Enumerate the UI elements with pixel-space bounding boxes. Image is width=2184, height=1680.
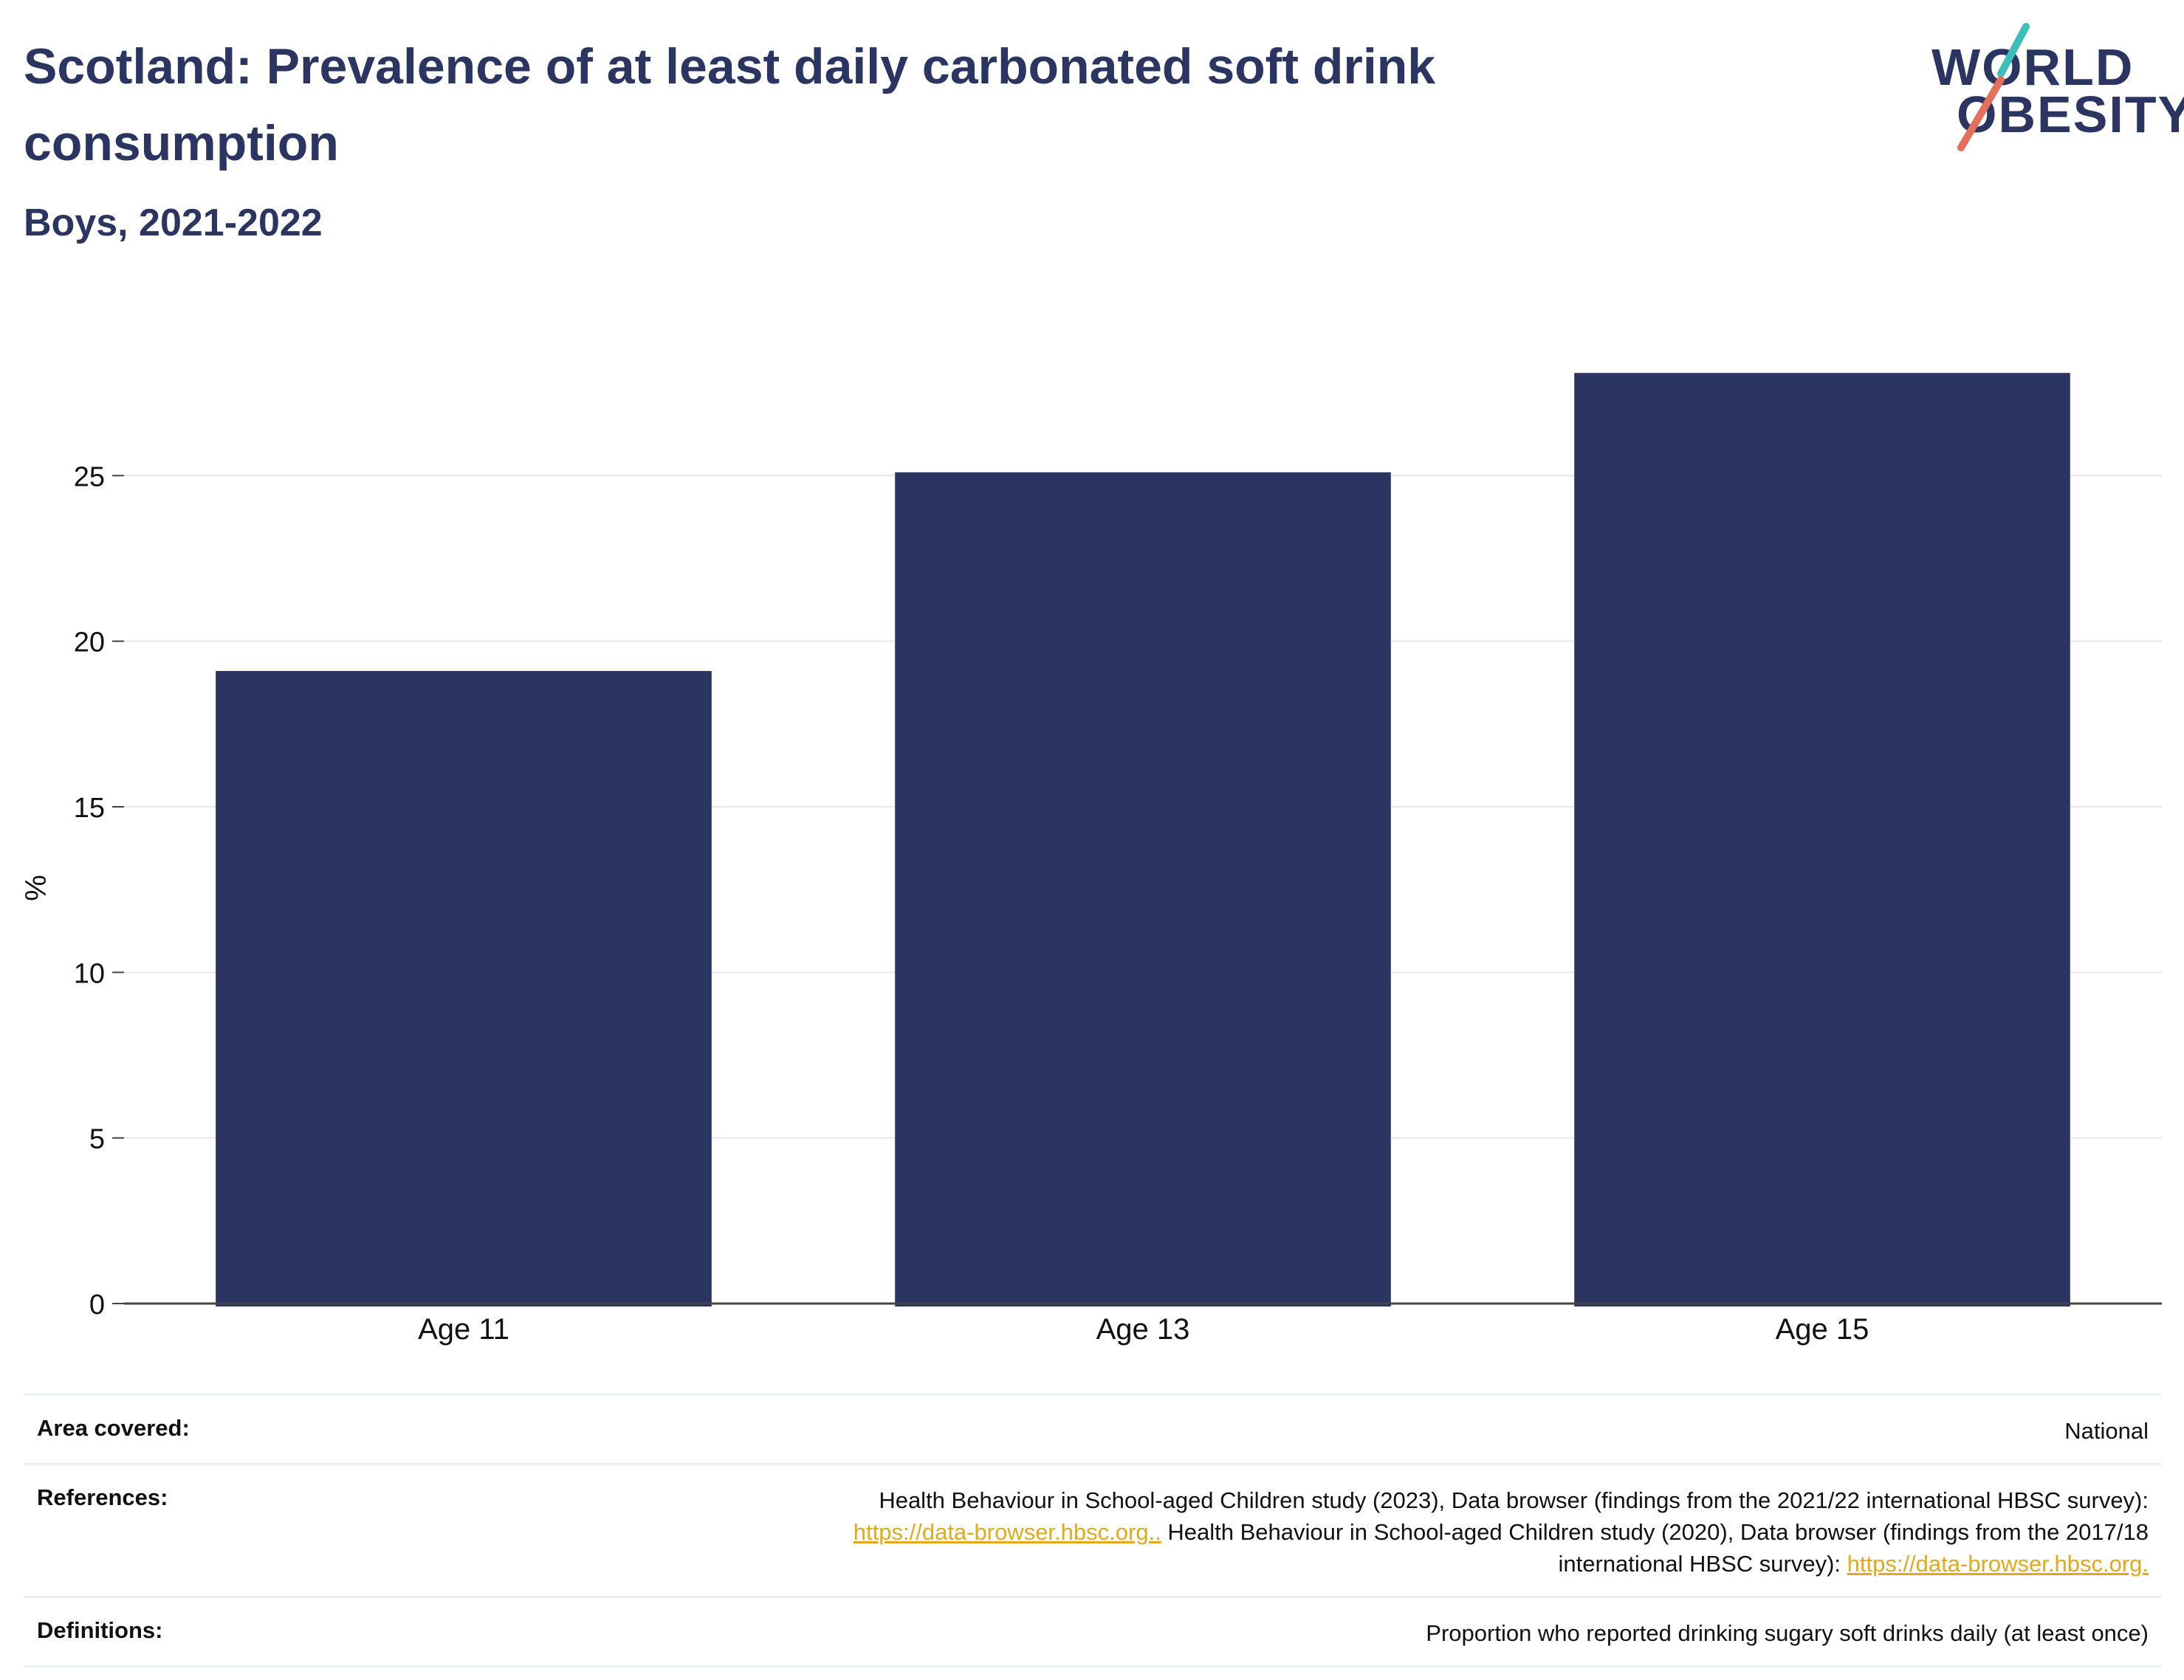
bar-age-15[interactable] [1574, 373, 2070, 1307]
x-tick-label: Age 13 [1096, 1313, 1190, 1346]
definitions-value: Proportion who reported drinking sugary … [1426, 1620, 2149, 1646]
info-row-area: Area covered: National [24, 1394, 2162, 1463]
y-tick-label: 0 [89, 1290, 105, 1321]
bar-age-11[interactable] [216, 671, 712, 1307]
y-tick-label: 25 [74, 461, 105, 492]
bar-age-13[interactable] [895, 472, 1391, 1307]
world-obesity-logo: WORLD OBESITY [1927, 21, 2184, 161]
info-table: Area covered: National References: Healt… [24, 1394, 2162, 1667]
area-label: Area covered: [37, 1415, 190, 1441]
info-row-definitions: Definitions: Proportion who reported dri… [24, 1596, 2162, 1667]
bars [216, 373, 2070, 1307]
references-label: References: [37, 1484, 168, 1510]
y-tick-label: 20 [74, 627, 105, 658]
y-tick-labels: 0 5 10 15 20 25 [74, 461, 124, 1321]
y-axis-label: % [20, 875, 52, 901]
reference-text-3: international HBSC survey): [1558, 1551, 1847, 1577]
y-tick-label: 15 [74, 793, 105, 824]
reference-text-2: Health Behaviour in School-aged Children… [1161, 1519, 2149, 1545]
reference-link-2[interactable]: https://data-browser.hbsc.org. [1847, 1551, 2149, 1577]
reference-text-1: Health Behaviour in School-aged Children… [879, 1487, 2149, 1513]
reference-link-1[interactable]: https://data-browser.hbsc.org.. [853, 1519, 1161, 1545]
y-tick-label: 5 [89, 1124, 105, 1155]
logo-text-line1: WORLD [1931, 38, 2135, 96]
chart-subtitle: Boys, 2021-2022 [24, 202, 323, 244]
x-tick-labels: Age 11 Age 13 Age 15 [418, 1313, 1869, 1346]
definitions-label: Definitions: [37, 1617, 163, 1643]
x-tick-label: Age 11 [418, 1313, 509, 1346]
bar-chart: 0 5 10 15 20 25 Age 11 Age 13 Age 15 % [20, 373, 2162, 1346]
info-row-references: References: Health Behaviour in School-a… [24, 1463, 2162, 1596]
x-tick-label: Age 15 [1776, 1313, 1869, 1346]
logo-slash-icon [1957, 23, 2030, 151]
references-value: Health Behaviour in School-aged Children… [854, 1484, 2149, 1580]
y-tick-label: 10 [74, 958, 105, 989]
area-value: National [2064, 1418, 2149, 1444]
chart-title: Scotland: Prevalence of at least daily c… [24, 38, 1436, 171]
